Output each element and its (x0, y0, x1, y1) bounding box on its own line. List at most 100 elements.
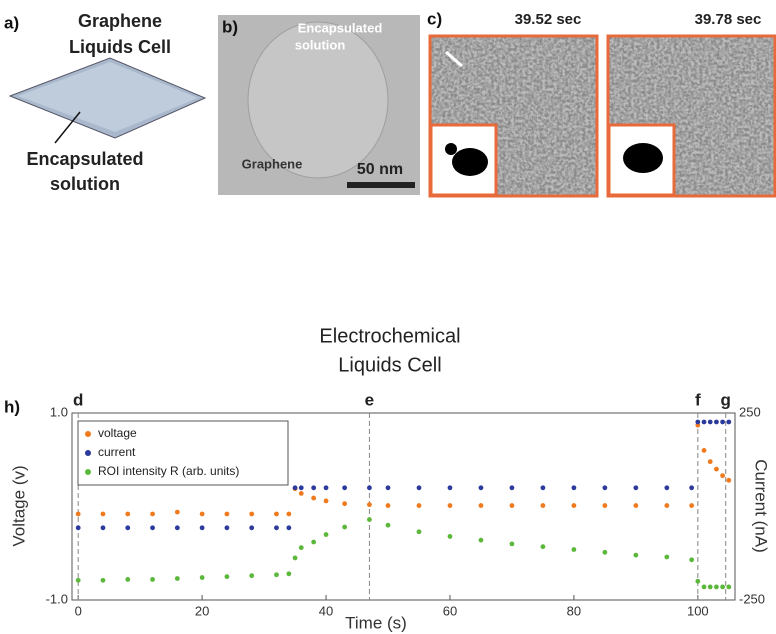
data-point (571, 503, 576, 508)
data-point (286, 571, 291, 576)
data-point (125, 512, 130, 517)
x-tick-label: 40 (319, 603, 333, 618)
data-point (293, 485, 298, 490)
x-tick-label: 60 (443, 603, 457, 618)
caption: Electrochemical (319, 325, 460, 347)
data-point (367, 485, 372, 490)
graphene-sheet (18, 62, 198, 132)
data-point (479, 485, 484, 490)
data-point (150, 577, 155, 582)
particle (452, 148, 488, 176)
data-point (726, 478, 731, 483)
image-label: solution (295, 37, 346, 52)
data-point (726, 585, 731, 590)
data-point (150, 525, 155, 530)
legend-swatch (85, 431, 91, 437)
data-point (367, 517, 372, 522)
panel-title: Graphene (78, 11, 162, 31)
scale-bar (347, 182, 415, 188)
data-point (76, 525, 81, 530)
data-point (689, 557, 694, 562)
data-point (299, 485, 304, 490)
data-point (342, 525, 347, 530)
legend-label: voltage (98, 426, 137, 440)
legend-label: current (98, 445, 136, 459)
data-point (689, 503, 694, 508)
data-point (633, 485, 638, 490)
data-point (249, 573, 254, 578)
y-tick-label: -1.0 (46, 591, 68, 606)
data-point (101, 525, 106, 530)
legend-swatch (85, 450, 91, 456)
data-point (311, 485, 316, 490)
data-point (708, 420, 713, 425)
data-point (324, 498, 329, 503)
data-point (274, 512, 279, 517)
data-point (541, 503, 546, 508)
y2-axis-label: Current (nA) (752, 459, 771, 553)
data-point (101, 512, 106, 517)
panel-label: c) (427, 9, 442, 28)
legend-swatch (85, 469, 91, 475)
data-point (175, 576, 180, 581)
data-point (311, 496, 316, 501)
data-point (274, 525, 279, 530)
data-point (175, 525, 180, 530)
time-label: 39.78 sec (695, 11, 762, 28)
data-point (726, 420, 731, 425)
data-point (510, 503, 515, 508)
event-label: d (73, 390, 83, 409)
data-point (417, 503, 422, 508)
data-point (367, 502, 372, 507)
event-label: e (365, 390, 374, 409)
data-point (708, 459, 713, 464)
data-point (720, 585, 725, 590)
data-point (386, 503, 391, 508)
data-point (664, 555, 669, 560)
data-point (125, 525, 130, 530)
data-point (274, 572, 279, 577)
data-point (708, 585, 713, 590)
data-point (510, 542, 515, 547)
y-axis-label: Voltage (v) (9, 465, 28, 546)
data-point (695, 579, 700, 584)
panel-label: b) (222, 17, 238, 36)
data-point (695, 420, 700, 425)
data-point (225, 512, 230, 517)
data-point (175, 510, 180, 515)
data-point (249, 512, 254, 517)
panel-a: a) Graphene Liquids Cell Encapsulated so… (4, 11, 205, 194)
time-label: 39.52 sec (515, 11, 582, 28)
data-point (448, 534, 453, 539)
scale-label: 50 nm (357, 161, 403, 178)
data-point (633, 553, 638, 558)
data-point (76, 578, 81, 583)
x-tick-label: 100 (687, 603, 709, 618)
data-point (299, 491, 304, 496)
data-point (225, 574, 230, 579)
legend-label: ROI intensity R (arb. units) (98, 464, 239, 478)
particle (445, 143, 457, 155)
data-point (76, 512, 81, 517)
data-point (702, 448, 707, 453)
data-point (200, 512, 205, 517)
data-point (286, 512, 291, 517)
data-point (342, 485, 347, 490)
data-point (720, 420, 725, 425)
data-point (386, 485, 391, 490)
data-point (293, 556, 298, 561)
data-point (101, 578, 106, 583)
panel-title: Liquids Cell (69, 37, 171, 57)
data-point (571, 485, 576, 490)
data-point (602, 503, 607, 508)
x-tick-label: 0 (75, 603, 82, 618)
data-point (602, 485, 607, 490)
panel-label: a) (4, 13, 19, 32)
data-point (714, 467, 719, 472)
data-point (249, 525, 254, 530)
data-point (342, 501, 347, 506)
data-point (200, 525, 205, 530)
data-point (286, 525, 291, 530)
data-point (386, 523, 391, 528)
data-point (324, 485, 329, 490)
